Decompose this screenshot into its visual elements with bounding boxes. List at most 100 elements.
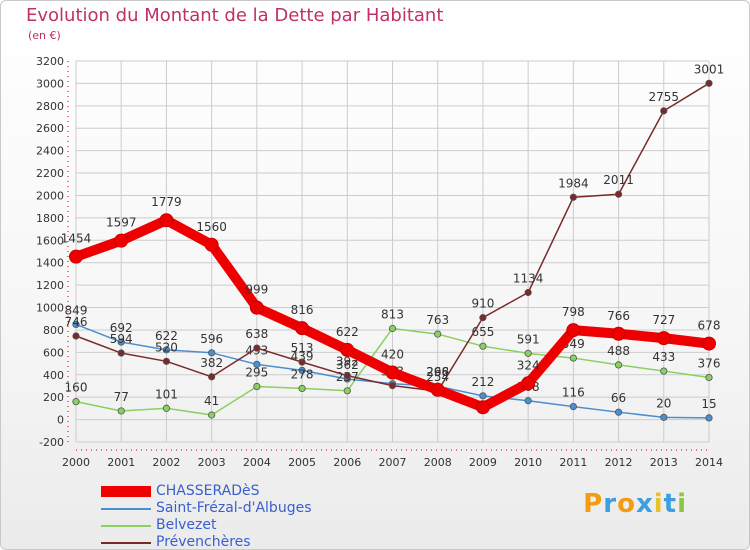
- data-label: 295: [245, 366, 268, 380]
- data-point: [253, 344, 261, 352]
- data-point: [660, 107, 668, 115]
- data-label: 622: [336, 325, 359, 339]
- data-label: 849: [65, 303, 88, 317]
- series-2: 1607710141295278257813763655591549488433…: [65, 307, 721, 419]
- data-point: [298, 366, 306, 374]
- data-label: 1984: [558, 176, 589, 190]
- data-point: [388, 382, 397, 390]
- logo-letter: t: [663, 489, 678, 519]
- chart-subtitle: (en €): [28, 29, 61, 42]
- y-tick-label: 2400: [36, 145, 64, 158]
- data-label: 655: [471, 325, 494, 339]
- data-point: [614, 408, 623, 416]
- data-label: 999: [245, 283, 268, 297]
- data-point: [295, 321, 310, 336]
- x-tick-label: 2004: [243, 456, 271, 469]
- data-point: [521, 376, 536, 391]
- data-point: [117, 338, 125, 346]
- legend-label: Saint-Frézal-d'Albuges: [156, 500, 312, 516]
- data-label: 766: [607, 309, 630, 323]
- x-tick-label: 2009: [469, 456, 497, 469]
- data-label: 420: [381, 348, 404, 362]
- data-point: [208, 411, 216, 419]
- logo-letter: P: [583, 489, 604, 519]
- data-point: [253, 382, 261, 391]
- data-point: [69, 249, 83, 264]
- data-point: [117, 407, 125, 415]
- data-point: [298, 358, 306, 366]
- data-point: [249, 300, 264, 315]
- x-tick-label: 2011: [559, 456, 587, 469]
- data-point: [569, 402, 577, 411]
- data-point: [208, 349, 216, 357]
- legend-label: Prévenchères: [156, 534, 251, 550]
- x-tick-label: 2010: [514, 456, 542, 469]
- data-label: 596: [200, 332, 223, 346]
- data-label: 520: [155, 340, 178, 354]
- data-point: [162, 404, 171, 412]
- data-label: 266: [426, 365, 449, 379]
- legend-swatch: [101, 542, 151, 544]
- data-point: [434, 330, 442, 338]
- data-point: [479, 342, 487, 350]
- data-point: [524, 349, 532, 357]
- data-point: [705, 79, 713, 87]
- data-label: 160: [65, 381, 88, 395]
- data-label: 798: [562, 305, 585, 319]
- data-label: 2755: [649, 90, 680, 104]
- data-label: 101: [155, 387, 178, 401]
- data-label: 362: [336, 358, 359, 372]
- data-point: [340, 342, 355, 357]
- data-point: [656, 331, 671, 346]
- data-label: 678: [698, 319, 721, 333]
- data-label: 278: [291, 367, 314, 381]
- data-point: [524, 397, 532, 405]
- y-tick-label: -200: [39, 436, 64, 449]
- data-point: [614, 190, 623, 198]
- x-tick-label: 2007: [379, 456, 407, 469]
- gridlines: -200 0 200 400 600 800 1000 1200 1400 1600 1800 200…: [36, 55, 723, 469]
- data-point: [479, 392, 487, 400]
- data-label: 2011: [603, 173, 634, 187]
- data-point: [204, 237, 219, 252]
- data-point: [162, 346, 171, 354]
- x-tick-label: 2005: [288, 456, 316, 469]
- data-point: [702, 336, 716, 351]
- data-label: 591: [517, 332, 540, 346]
- data-point: [566, 323, 581, 338]
- logo-letter: x: [635, 489, 654, 519]
- data-point: [253, 360, 261, 368]
- data-label: 727: [652, 313, 675, 327]
- data-point: [72, 332, 80, 340]
- data-label: 513: [291, 341, 314, 355]
- y-tick-label: 3200: [36, 55, 64, 68]
- chart-title: Evolution du Montant de la Dette par Hab…: [26, 5, 444, 26]
- data-point: [479, 314, 487, 322]
- data-label: 376: [698, 356, 721, 370]
- data-point: [614, 361, 623, 369]
- x-tick-label: 2002: [152, 456, 180, 469]
- y-tick-label: 400: [43, 369, 64, 382]
- data-label: 638: [245, 327, 268, 341]
- data-label: 816: [291, 303, 314, 317]
- data-label: 433: [652, 350, 675, 364]
- x-tick-label: 2012: [605, 456, 633, 469]
- x-tick-label: 2001: [107, 456, 135, 469]
- data-label: 622: [155, 329, 178, 343]
- data-label: 813: [381, 307, 404, 321]
- x-tick-label: 2014: [695, 456, 723, 469]
- data-point: [569, 193, 577, 201]
- data-label: 692: [110, 321, 133, 335]
- y-tick-label: 0: [57, 414, 64, 427]
- data-point: [343, 387, 351, 395]
- data-label: 212: [471, 375, 494, 389]
- x-tick-label: 2006: [333, 456, 361, 469]
- data-label: 488: [607, 344, 630, 358]
- data-label: 746: [65, 315, 88, 329]
- logo-letter: r: [603, 489, 618, 519]
- data-label: 324: [517, 358, 540, 372]
- x-tick-label: 2008: [424, 456, 452, 469]
- data-point: [475, 400, 490, 415]
